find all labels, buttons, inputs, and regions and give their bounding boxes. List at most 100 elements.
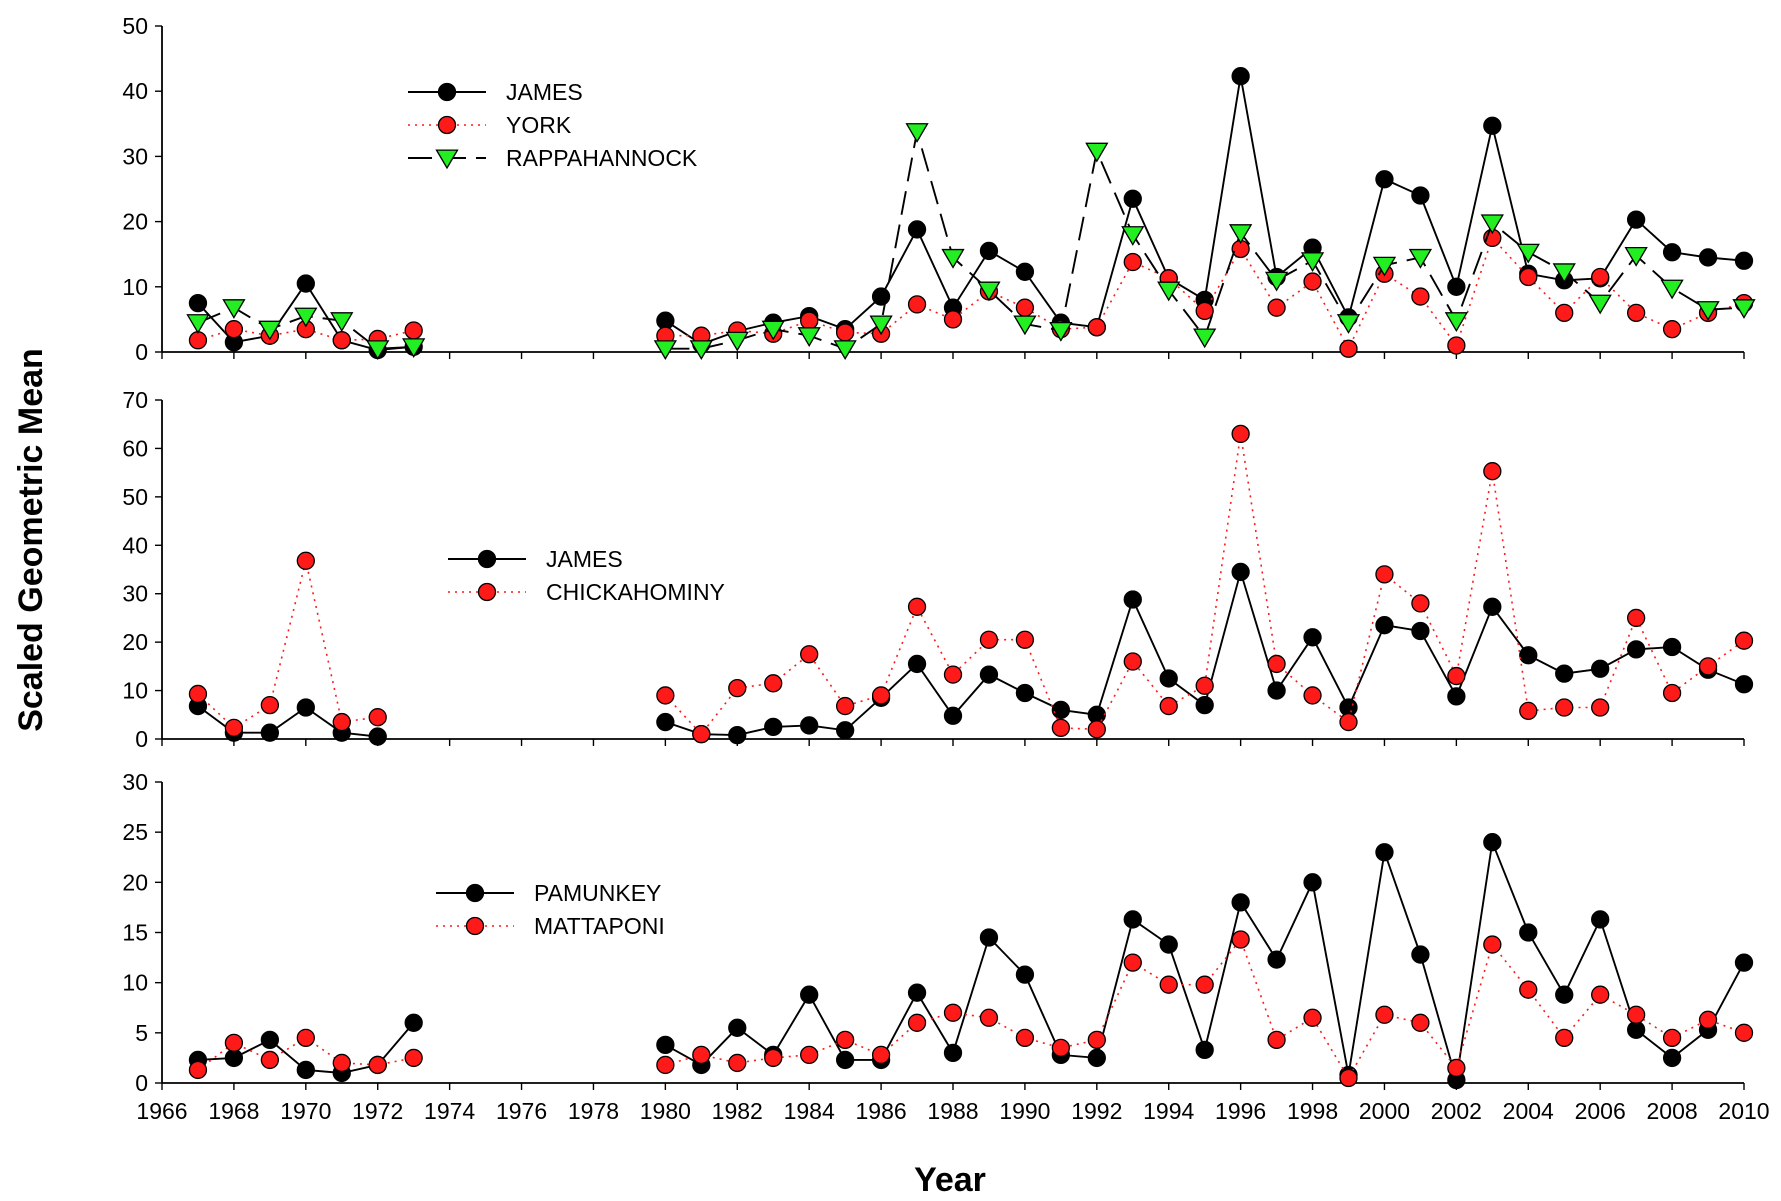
- legend-label: JAMES: [546, 546, 623, 572]
- data-point: [1231, 67, 1250, 86]
- data-point: [1159, 935, 1178, 954]
- data-point: [1267, 654, 1286, 674]
- data-point: [1339, 712, 1358, 732]
- data-point: [979, 241, 999, 261]
- legend-label: CHICKAHOMINY: [546, 579, 725, 605]
- data-point: [1591, 910, 1610, 929]
- x-tick-label: 1980: [640, 1098, 691, 1124]
- legend-marker: [477, 582, 497, 602]
- data-point: [1159, 669, 1178, 688]
- data-point: [1231, 893, 1250, 912]
- data-point: [1375, 170, 1394, 189]
- data-point: [835, 721, 855, 740]
- data-point: [1480, 214, 1504, 235]
- x-tick-label: 1988: [927, 1098, 978, 1124]
- data-point: [224, 320, 244, 339]
- data-point: [1696, 301, 1720, 321]
- data-point: [1411, 287, 1430, 306]
- data-point: [1303, 628, 1322, 647]
- data-point: [1121, 226, 1145, 246]
- data-point: [1552, 263, 1576, 284]
- legend-marker: [437, 115, 457, 135]
- data-point: [368, 727, 387, 746]
- panel-1: 0 10 20 30 40 50 JAMES YORK RAPPAHANNOCK: [122, 13, 1756, 365]
- data-point: [1555, 1028, 1574, 1047]
- data-point: [224, 1033, 244, 1053]
- data-point: [1591, 267, 1610, 287]
- data-point: [689, 340, 713, 360]
- data-point: [368, 708, 387, 727]
- x-tick-label: 1966: [136, 1098, 187, 1124]
- data-point: [1123, 953, 1142, 972]
- data-point: [1519, 980, 1538, 999]
- y-tick-label: 30: [122, 581, 148, 607]
- x-tick-label: 2004: [1503, 1098, 1554, 1124]
- y-tick-label: 10: [122, 678, 148, 704]
- data-point: [1591, 659, 1610, 678]
- data-point: [1375, 843, 1394, 862]
- y-tick-label: 40: [122, 532, 148, 558]
- series-rappahannock: [186, 123, 1756, 360]
- data-point: [188, 331, 208, 350]
- data-point: [656, 1055, 675, 1075]
- y-tick-label: 70: [122, 387, 148, 413]
- data-point: [943, 310, 963, 329]
- data-point: [979, 630, 999, 649]
- data-point: [1591, 698, 1610, 717]
- series-chickahominy: [188, 424, 1754, 744]
- data-point: [296, 1028, 315, 1047]
- data-point: [1662, 1028, 1682, 1047]
- data-point: [1051, 1038, 1071, 1058]
- data-point: [1555, 698, 1574, 717]
- series-james: [188, 562, 1754, 746]
- x-tick-label: 2002: [1431, 1098, 1482, 1124]
- data-point: [1698, 1010, 1718, 1029]
- x-tick-label: 2000: [1359, 1098, 1410, 1124]
- data-point: [296, 551, 315, 570]
- data-point: [1015, 298, 1035, 317]
- data-point: [833, 340, 857, 360]
- x-tick-label: 1992: [1071, 1098, 1122, 1124]
- data-point: [296, 1060, 315, 1080]
- data-point: [941, 248, 965, 269]
- data-point: [330, 312, 354, 332]
- y-axis-title: Scaled Geometric Mean: [12, 348, 50, 732]
- data-point: [260, 1050, 280, 1070]
- x-tick-label: 1968: [208, 1098, 259, 1124]
- legend-label: JAMES: [506, 79, 583, 105]
- data-point: [1626, 640, 1646, 659]
- data-point: [222, 299, 246, 319]
- data-point: [1013, 315, 1037, 336]
- x-tick-label: 1986: [856, 1098, 907, 1124]
- data-point: [1519, 646, 1538, 665]
- x-tick-label: 1974: [424, 1098, 475, 1124]
- data-point: [296, 698, 315, 717]
- data-point: [1626, 608, 1646, 628]
- data-point: [1411, 1013, 1430, 1032]
- y-tick-label: 50: [122, 484, 148, 510]
- x-tick-label: 2006: [1575, 1098, 1626, 1124]
- data-point: [1483, 116, 1502, 135]
- data-point: [1734, 251, 1754, 270]
- data-point: [871, 686, 891, 705]
- data-point: [1015, 1028, 1035, 1047]
- data-point: [692, 725, 711, 744]
- data-point: [366, 340, 390, 360]
- data-point: [1626, 303, 1646, 323]
- data-point: [1264, 271, 1289, 292]
- data-point: [653, 340, 678, 360]
- x-tick-label: 2010: [1718, 1098, 1769, 1124]
- data-point: [871, 1045, 891, 1065]
- data-point: [1015, 683, 1035, 703]
- legend-entry: MATTAPONI: [436, 913, 665, 939]
- data-point: [1555, 303, 1574, 323]
- x-tick-label: 1994: [1143, 1098, 1194, 1124]
- data-point: [1303, 1008, 1322, 1027]
- panel-3: 0 5 10 15 20 25 30 1966 1968 1970 1972 1974 1976 1978…: [122, 769, 1769, 1124]
- data-point: [1049, 321, 1073, 342]
- y-tick-label: 20: [122, 869, 148, 895]
- data-point: [907, 983, 927, 1002]
- data-point: [1015, 262, 1035, 281]
- data-point: [1336, 314, 1361, 334]
- legend-entry: YORK: [408, 112, 572, 138]
